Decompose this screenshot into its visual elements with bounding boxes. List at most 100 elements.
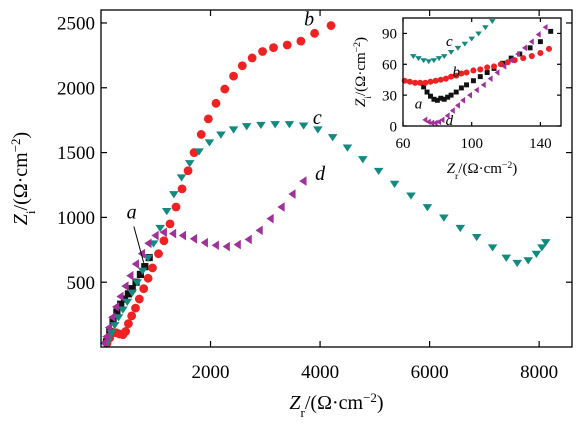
point-b-16 [490, 63, 498, 70]
y-tick-label: 2000 [57, 78, 95, 99]
point-b-27 [247, 53, 257, 63]
point-d-16 [200, 237, 208, 248]
point-b-12 [463, 69, 470, 76]
inset-y-tick-label: 0 [390, 119, 398, 135]
point-c-16 [184, 160, 195, 168]
point-c-4 [113, 314, 124, 322]
series-a [421, 28, 554, 103]
y-tick-label: 2500 [57, 14, 95, 35]
series-label-b: b [304, 9, 314, 31]
point-a-0 [421, 84, 427, 90]
point-d-14 [178, 230, 187, 241]
series-label-c: c [313, 107, 322, 129]
point-d-18 [521, 44, 527, 52]
point-c-25 [298, 122, 309, 130]
point-b-2 [411, 79, 419, 86]
point-b-16 [165, 219, 175, 229]
point-c-41 [531, 250, 542, 258]
point-a-12 [470, 78, 476, 84]
y-tick-label: 500 [67, 273, 96, 294]
point-d-17 [515, 50, 521, 58]
inset-y-tick-label: 60 [382, 58, 397, 74]
point-c-26 [313, 126, 323, 134]
point-d-19 [528, 38, 534, 45]
point-d-5 [116, 291, 124, 302]
point-d-10 [467, 91, 472, 99]
point-b-1 [406, 78, 413, 85]
point-c-39 [512, 259, 523, 268]
point-c-33 [422, 204, 433, 212]
point-d-0 [422, 116, 428, 124]
point-c-6 [440, 54, 448, 60]
point-c-4 [430, 58, 438, 64]
point-d-11 [151, 230, 159, 241]
point-d-16 [508, 56, 514, 64]
point-a-2 [428, 93, 433, 99]
point-a-19 [527, 45, 533, 51]
inset-series-label-a: a [415, 97, 423, 113]
point-c-1 [415, 56, 422, 62]
point-b-32 [310, 28, 319, 38]
point-a-7 [445, 94, 451, 100]
point-a-2 [109, 317, 117, 325]
point-c-5 [435, 56, 443, 62]
inset-x-tick-label: 100 [460, 136, 483, 152]
point-d-0 [99, 338, 108, 348]
x-tick-label: 4000 [301, 362, 339, 383]
point-b-4 [422, 79, 429, 86]
point-a-21 [548, 28, 554, 34]
inset-x-tick-label: 140 [529, 136, 552, 152]
point-b-14 [154, 249, 163, 259]
series-d [422, 23, 548, 127]
point-c-0 [410, 54, 417, 60]
point-a-17 [508, 55, 514, 61]
series-a-leader-line [133, 226, 145, 263]
point-b-6 [432, 77, 439, 84]
point-d-18 [222, 241, 230, 252]
point-b-29 [269, 43, 278, 52]
point-c-18 [204, 139, 215, 147]
point-d-12 [480, 81, 486, 89]
point-c-14 [169, 191, 179, 199]
point-d-2 [104, 322, 113, 333]
x-tick-label: 2000 [192, 362, 230, 383]
point-d-23 [277, 202, 285, 212]
point-c-10 [143, 254, 153, 262]
point-d-25 [299, 176, 307, 186]
point-b-22 [203, 114, 213, 124]
point-b-8 [442, 75, 449, 82]
series-label-d: d [315, 163, 326, 185]
point-c-38 [501, 254, 512, 262]
point-d-10 [144, 238, 152, 249]
point-c-42 [537, 244, 547, 252]
point-c-20 [228, 126, 239, 134]
point-c-9 [461, 41, 469, 47]
point-d-17 [211, 240, 219, 251]
point-a-5 [438, 95, 444, 101]
point-c-13 [489, 19, 496, 25]
point-b-33 [326, 21, 336, 30]
inset-x-tick-label: 60 [396, 136, 411, 152]
point-d-8 [454, 102, 460, 109]
point-b-18 [177, 184, 187, 194]
point-c-11 [475, 31, 482, 37]
point-c-24 [284, 121, 295, 129]
point-c-7 [447, 49, 455, 55]
y-axis-label: Zi/(Ω·cm−2) [8, 132, 38, 225]
x-tick-label: 8000 [520, 362, 558, 383]
point-c-29 [357, 156, 368, 164]
point-d-4 [436, 118, 442, 126]
main-chart: 2000 4000 6000 80005001000150020002500Zr/(Ω… [8, 9, 573, 420]
point-c-23 [270, 121, 280, 129]
inset-series-label-b: b [452, 65, 460, 81]
point-c-22 [256, 121, 266, 130]
y-tick-label: 1500 [57, 143, 95, 164]
point-d-3 [108, 312, 116, 322]
point-c-34 [439, 214, 449, 222]
point-d-24 [288, 189, 296, 199]
inset-y-tick-label: 30 [382, 88, 397, 104]
point-c-7 [127, 289, 138, 297]
series-d [99, 176, 307, 348]
point-d-11 [473, 86, 479, 94]
point-b-31 [296, 36, 306, 46]
